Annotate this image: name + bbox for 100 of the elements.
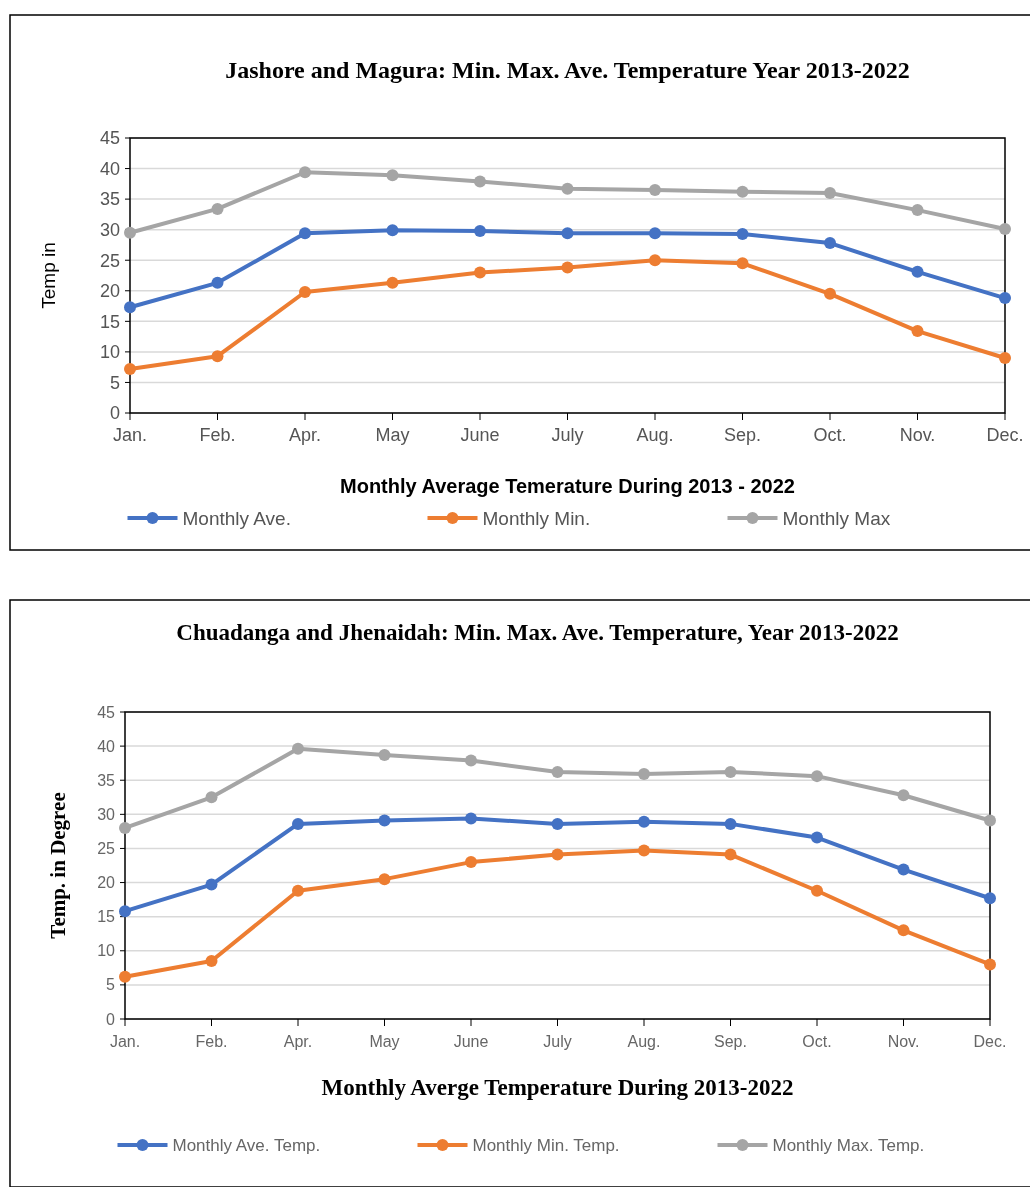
legend-label: Monthly Min. Temp.: [472, 1135, 620, 1155]
point: [824, 287, 836, 300]
point: [649, 227, 661, 240]
point: [211, 276, 224, 289]
point: [124, 301, 136, 314]
point: [649, 183, 661, 196]
point: [824, 237, 836, 250]
point: [378, 873, 391, 886]
point: [474, 266, 486, 279]
legend-label: Monthly Min.: [482, 507, 591, 529]
y-axis-title: Temp in: [38, 242, 59, 309]
point: [124, 363, 136, 375]
point: [465, 754, 477, 767]
point: [897, 789, 910, 802]
y-tick-label: 0: [106, 1010, 116, 1028]
legend-label: Monthly Ave. Temp.: [172, 1135, 321, 1155]
point: [911, 325, 924, 338]
x-tick-label: Sep.: [714, 1033, 747, 1050]
x-tick-label: July: [551, 425, 584, 445]
point: [911, 204, 924, 217]
y-tick-label: 45: [99, 128, 120, 149]
point: [638, 844, 650, 857]
y-tick-label: 15: [97, 908, 116, 926]
x-tick-label: Dec.: [973, 1033, 1007, 1050]
y-tick-label: 20: [97, 874, 116, 892]
point: [551, 766, 564, 779]
y-tick-label: 5: [109, 372, 120, 393]
y-tick-label: 5: [106, 976, 116, 994]
x-tick-label: Nov.: [899, 425, 936, 445]
point: [984, 892, 996, 905]
point: [638, 815, 650, 828]
point: [119, 905, 131, 918]
point: [386, 169, 399, 182]
point: [724, 817, 737, 830]
x-tick-label: May: [375, 425, 410, 445]
point: [811, 831, 823, 844]
point: [474, 224, 486, 237]
x-tick-label: Aug.: [627, 1033, 661, 1050]
point: [649, 254, 661, 267]
y-tick-label: 25: [99, 250, 120, 271]
y-tick-label: 30: [99, 219, 120, 240]
point: [211, 350, 224, 363]
point: [984, 814, 996, 827]
x-tick-label: Dec.: [986, 425, 1024, 445]
y-tick-label: 40: [99, 158, 120, 179]
point: [824, 187, 836, 199]
y-tick-label: 10: [97, 942, 116, 960]
point: [911, 265, 924, 278]
point: [465, 812, 477, 825]
x-tick-label: Nov.: [887, 1033, 920, 1050]
point: [897, 863, 910, 876]
chart-title: Jashore and Magura: Min. Max. Ave. Temperature Year 2013-2022: [225, 57, 910, 83]
point: [205, 791, 218, 804]
point: [292, 817, 304, 830]
point: [736, 227, 749, 240]
x-tick-label: Apr.: [288, 425, 322, 445]
legend-label: Monthly Ave.: [182, 507, 291, 529]
point: [119, 821, 131, 834]
x-tick-label: June: [453, 1033, 489, 1050]
y-tick-label: 35: [97, 771, 116, 789]
x-tick-label: Apr.: [283, 1033, 313, 1050]
x-tick-label: May: [369, 1033, 400, 1050]
x-tick-label: Jan.: [112, 425, 148, 445]
y-tick-label: 15: [99, 311, 120, 332]
legend-label: Monthly Max: [782, 507, 891, 529]
chart-title: Chuadanga and Jhenaidah: Min. Max. Ave. Temperature, Year 2013-2022: [176, 620, 899, 645]
x-axis-title: Monthly Average Temerature During 2013 - 2022: [340, 475, 795, 497]
point: [465, 856, 477, 869]
x-tick-label: Oct.: [802, 1033, 832, 1050]
point: [724, 766, 737, 779]
point: [551, 817, 564, 830]
point: [211, 202, 224, 215]
point: [999, 352, 1011, 364]
point: [811, 884, 823, 897]
point: [474, 175, 486, 188]
point: [638, 768, 650, 781]
y-tick-label: 30: [97, 805, 116, 823]
y-tick-label: 35: [99, 189, 120, 210]
y-tick-label: 20: [99, 281, 120, 302]
point: [119, 970, 131, 983]
x-tick-label: July: [543, 1033, 572, 1050]
x-tick-label: June: [460, 425, 500, 445]
point: [561, 261, 574, 274]
x-axis-title: Monthly Averge Temperature During 2013-2022: [321, 1075, 794, 1100]
y-tick-label: 45: [97, 703, 116, 721]
point: [205, 878, 218, 891]
point: [999, 223, 1011, 236]
y-tick-label: 10: [99, 342, 120, 363]
x-tick-label: Sep.: [723, 425, 762, 445]
point: [378, 814, 391, 827]
point: [736, 185, 749, 198]
point: [561, 227, 574, 240]
point: [292, 884, 304, 897]
point: [724, 848, 737, 861]
point: [386, 224, 399, 237]
point: [984, 958, 996, 971]
point: [999, 292, 1011, 305]
point: [124, 226, 136, 239]
y-tick-label: 0: [109, 403, 120, 424]
x-tick-label: Feb.: [199, 425, 236, 445]
